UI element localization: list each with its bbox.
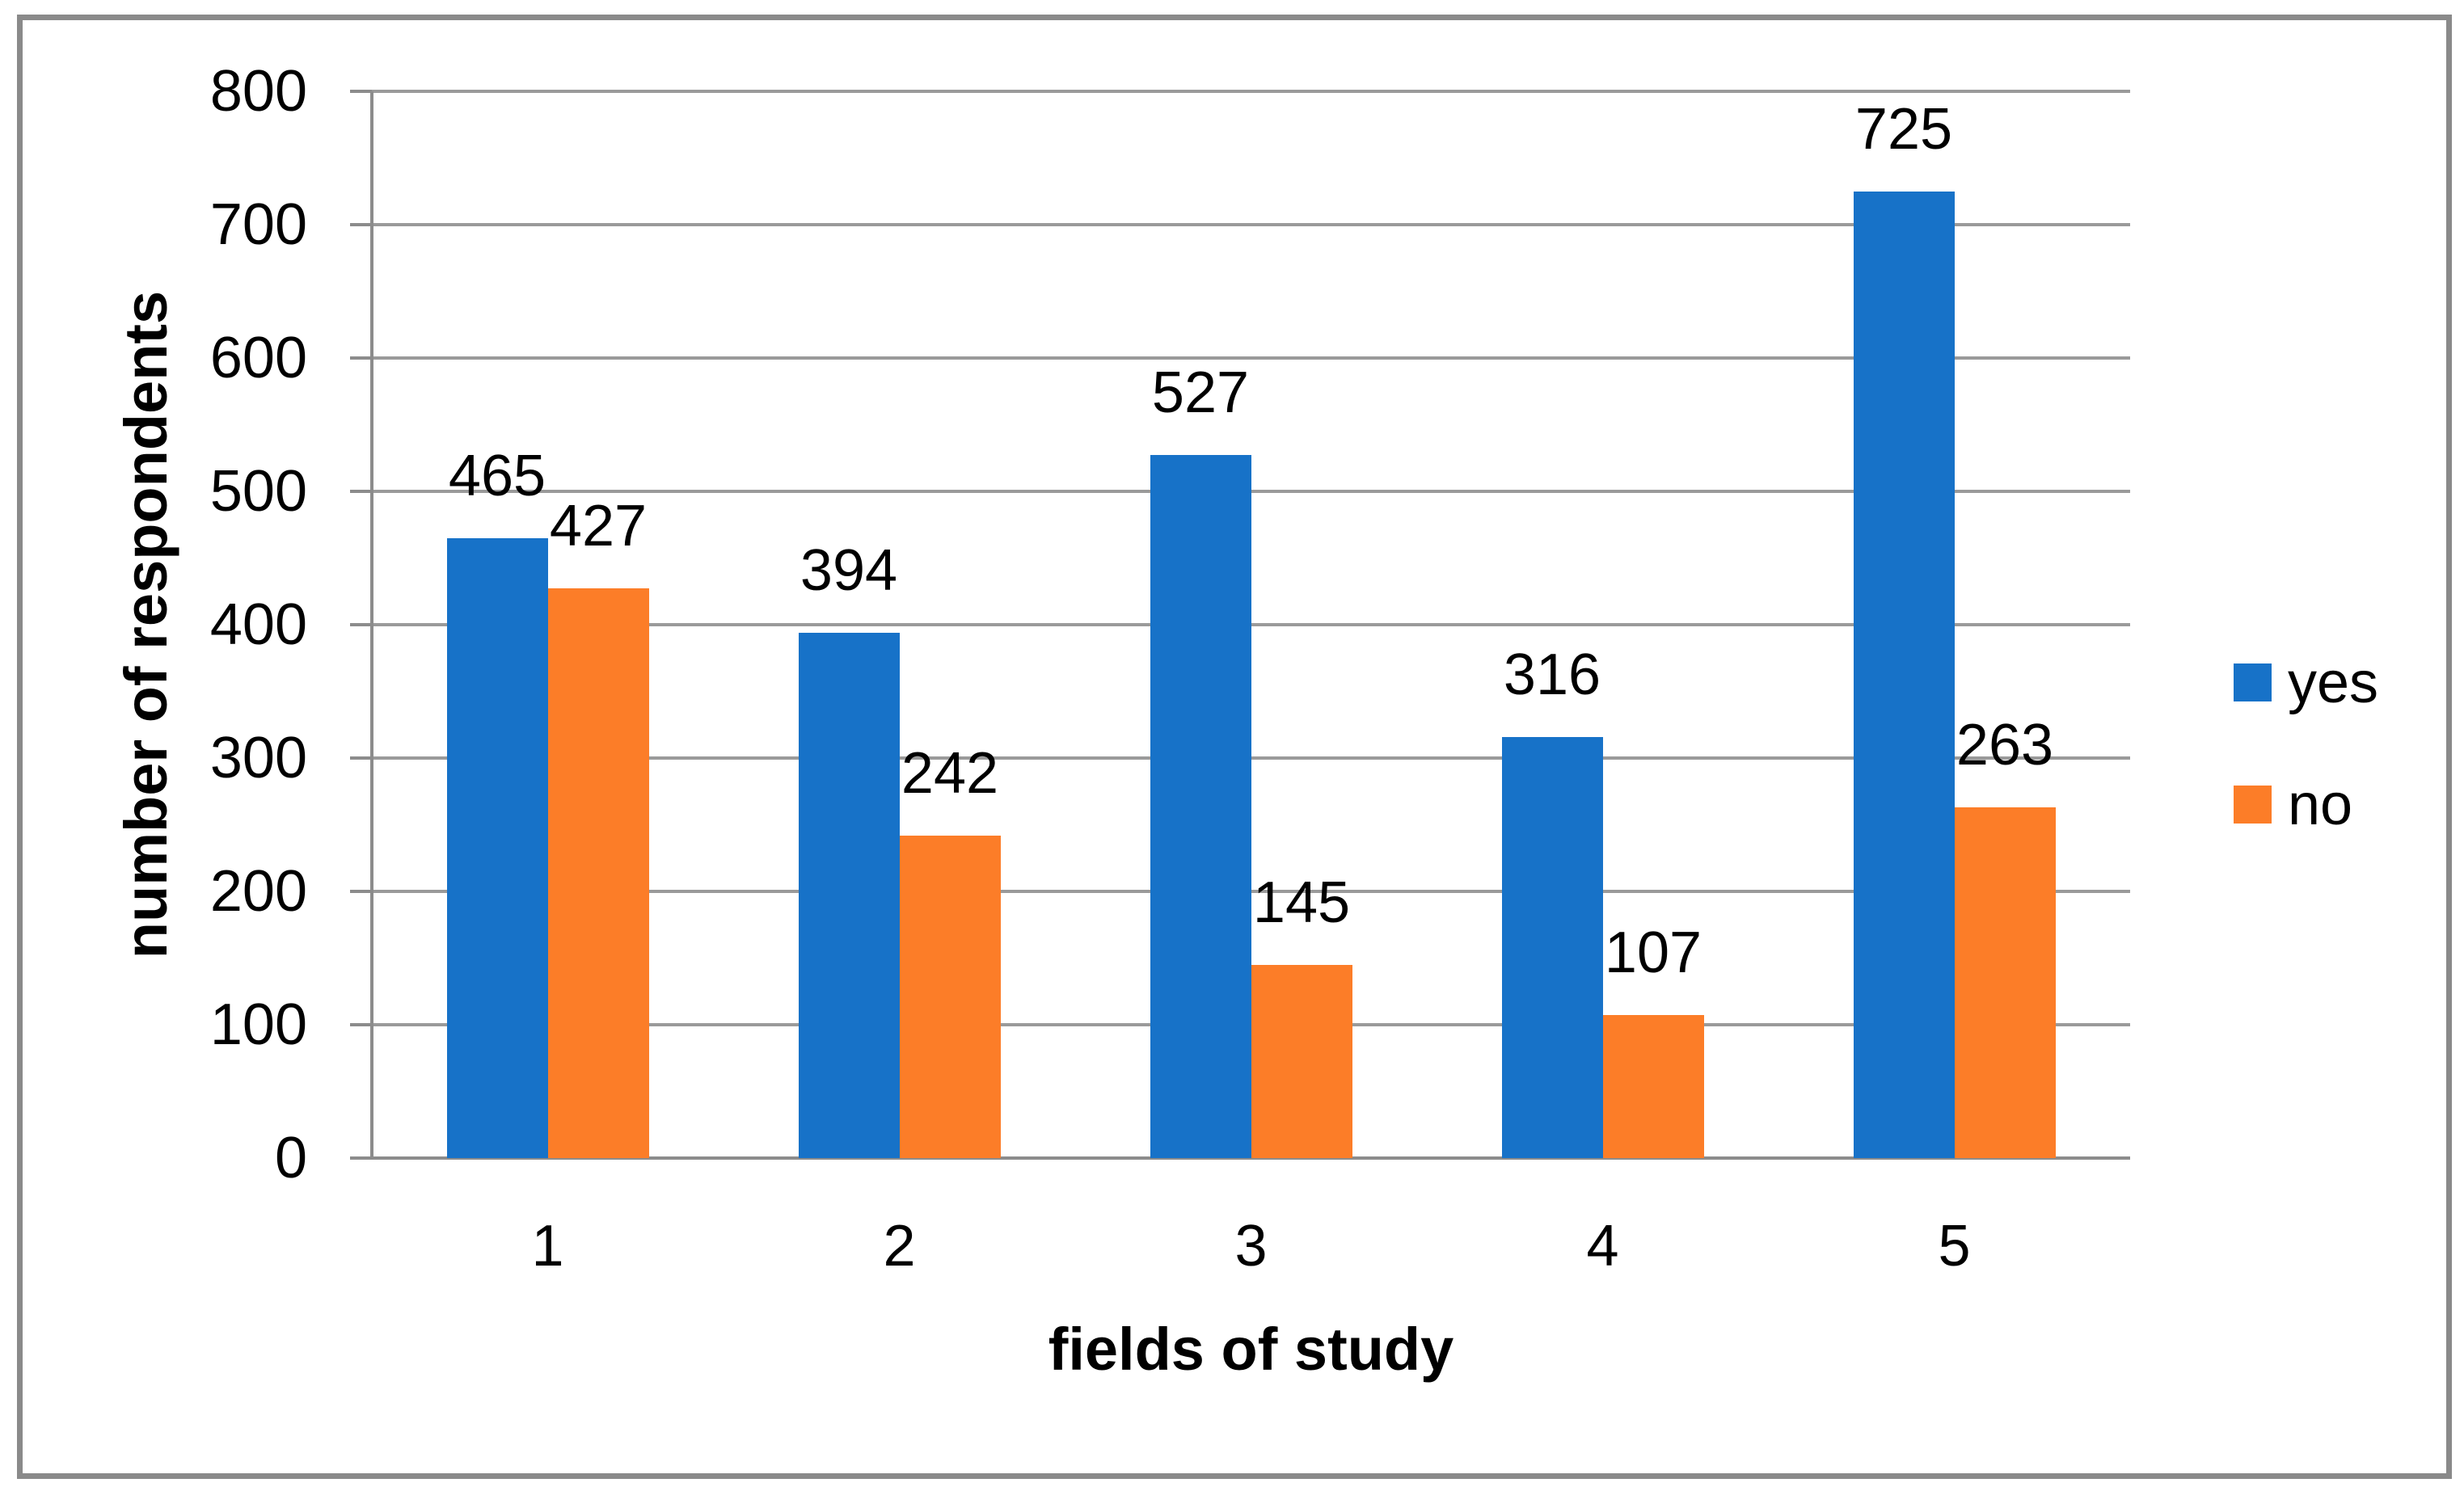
y-axis-line [370, 91, 373, 1160]
gridline [372, 90, 2130, 93]
bar-no-5 [1954, 807, 2056, 1158]
y-tick-mark [350, 1023, 372, 1026]
y-tick-mark [350, 1156, 372, 1160]
legend-label-no: no [2288, 773, 2353, 837]
y-tick-label: 700 [209, 192, 307, 257]
y-tick-mark [350, 490, 372, 493]
bar-yes-5 [1853, 191, 1955, 1158]
gridline [372, 890, 2130, 893]
x-tick-label-2: 2 [883, 1214, 916, 1278]
chart-border [17, 15, 2452, 1479]
gridline [372, 756, 2130, 760]
y-tick-label: 200 [209, 859, 307, 924]
x-tick-label-1: 1 [531, 1214, 564, 1278]
y-tick-label: 100 [209, 992, 307, 1057]
data-label-no-4: 107 [1604, 920, 1702, 986]
x-axis-title: fields of study [1048, 1316, 1454, 1383]
y-tick-label: 300 [209, 726, 307, 790]
x-tick-label-4: 4 [1586, 1214, 1619, 1278]
bar-no-3 [1251, 964, 1352, 1158]
gridline [372, 223, 2130, 226]
y-tick-mark [350, 890, 372, 893]
data-label-yes-1: 465 [448, 443, 546, 508]
y-tick-mark [350, 756, 372, 760]
y-tick-mark [350, 356, 372, 360]
bar-yes-4 [1501, 736, 1603, 1158]
bar-yes-3 [1150, 455, 1251, 1158]
bar-yes-2 [798, 632, 900, 1158]
x-tick-label-5: 5 [1938, 1214, 1971, 1278]
gridline [372, 356, 2130, 360]
y-tick-mark [350, 623, 372, 626]
legend-swatch-no [2234, 786, 2272, 824]
y-tick-mark [350, 223, 372, 226]
legend-label-yes: yes [2288, 651, 2379, 715]
y-tick-label: 600 [209, 326, 307, 390]
data-label-no-3: 145 [1252, 870, 1351, 935]
legend-swatch-yes [2234, 663, 2272, 701]
data-label-yes-2: 394 [800, 537, 898, 603]
y-tick-label: 800 [209, 59, 307, 124]
gridline [372, 490, 2130, 493]
data-label-no-1: 427 [549, 494, 648, 559]
x-axis-line [372, 1156, 2130, 1160]
data-label-yes-4: 316 [1503, 642, 1601, 707]
bar-yes-1 [446, 537, 548, 1158]
bar-no-4 [1602, 1015, 1704, 1158]
data-label-no-5: 263 [1956, 713, 2054, 778]
y-tick-label: 400 [209, 592, 307, 657]
y-tick-label: 0 [274, 1126, 307, 1190]
data-label-no-2: 242 [901, 740, 999, 806]
data-label-yes-5: 725 [1854, 96, 1953, 162]
bar-no-2 [899, 835, 1001, 1158]
y-tick-mark [350, 90, 372, 93]
gridline [372, 623, 2130, 626]
bar-no-1 [547, 588, 649, 1158]
y-tick-label: 500 [209, 459, 307, 524]
x-tick-label-3: 3 [1234, 1214, 1268, 1278]
data-label-yes-3: 527 [1151, 360, 1250, 426]
